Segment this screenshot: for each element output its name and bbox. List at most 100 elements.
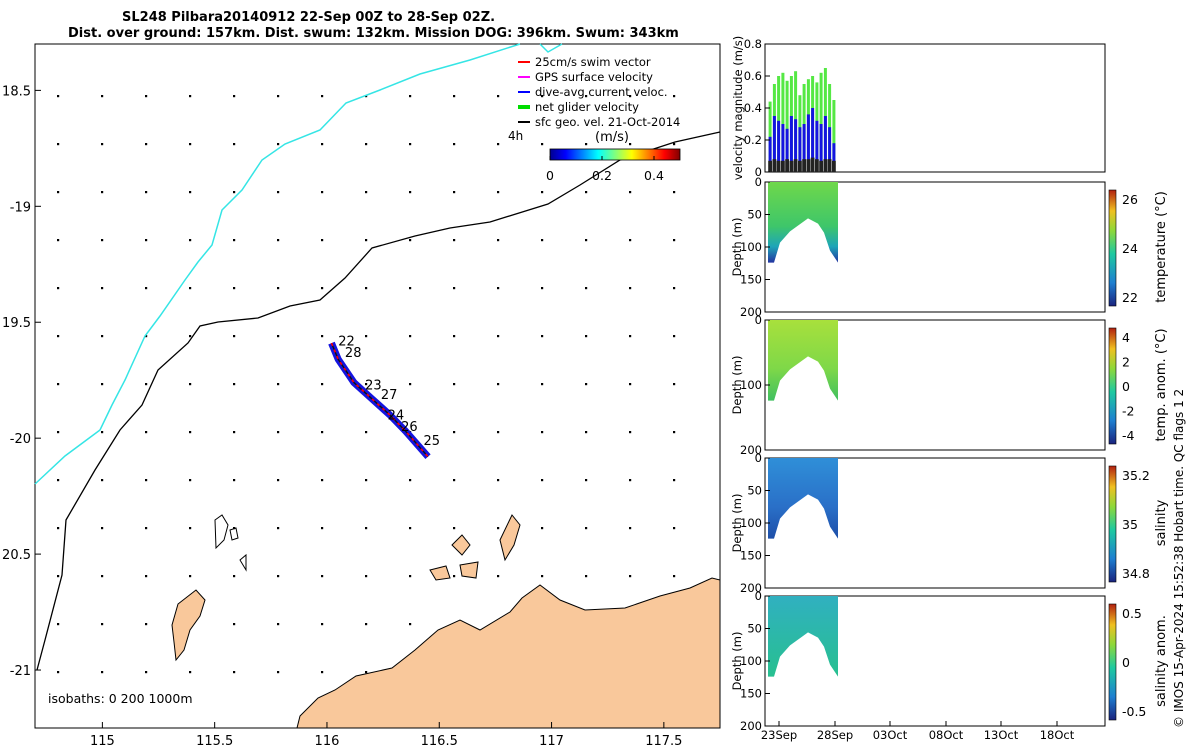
velocity-bar (768, 136, 772, 172)
geo-velocity-arrow (585, 527, 588, 530)
profile-panel-temp-anomaly: 0 100 200 Depth (m) 4 2 0 -2 -4 temp. anom. (°C) (730, 313, 1169, 457)
geo-velocity-arrow (453, 143, 456, 146)
geo-velocity-arrow (409, 575, 412, 578)
title-line-1: SL248 Pilbara20140912 22-Sep 00Z to 28-S… (122, 10, 496, 25)
geo-velocity-arrow (145, 143, 148, 146)
geo-velocity-arrow (409, 95, 412, 98)
profile-y-tick-label: 0 (755, 589, 762, 603)
geo-velocity-arrow (57, 143, 60, 146)
geo-velocity-arrow (541, 191, 544, 194)
geo-velocity-arrow (145, 479, 148, 482)
velocity-bar (819, 72, 823, 172)
geo-velocity-arrow (189, 383, 192, 386)
geo-velocity-arrow (277, 431, 280, 434)
geo-velocity-arrow (673, 239, 676, 242)
geo-velocity-arrow (453, 287, 456, 290)
geo-velocity-arrow (233, 95, 236, 98)
profile-ylabel: Depth (m) (730, 494, 744, 553)
velocity-y-ticks: 0 0.2 0.4 0.6 0.8 (744, 37, 770, 179)
geo-velocity-arrow (585, 239, 588, 242)
velocity-bar (802, 124, 806, 172)
geo-velocity-arrow (673, 287, 676, 290)
geo-velocity-arrow (57, 527, 60, 530)
profile-y-tick-label: 200 (740, 443, 762, 457)
geo-velocity-arrow (541, 143, 544, 146)
geo-velocity-arrow (585, 479, 588, 482)
geo-velocity-arrow (365, 239, 368, 242)
geo-velocity-arrow (233, 335, 236, 338)
geo-velocity-arrow (453, 431, 456, 434)
geo-velocity-arrow (629, 239, 632, 242)
profile-colorbar-tick-label: 0 (1122, 655, 1130, 670)
map-y-tick-label: -21 (10, 664, 31, 679)
geo-velocity-arrow (673, 95, 676, 98)
profile-colorbar-tick-label: 34.8 (1122, 566, 1150, 581)
geo-velocity-arrow (145, 287, 148, 290)
profile-colorbar-label: temperature (°C) (1154, 191, 1169, 303)
geo-velocity-arrow (497, 575, 500, 578)
velocity-bar (823, 159, 828, 172)
geo-velocity-arrow (673, 335, 676, 338)
geo-velocity-arrow (673, 431, 676, 434)
geo-velocity-arrow (365, 287, 368, 290)
legend-item: 25cm/s swim vector (518, 55, 651, 69)
profile-colorbar-tick-label: 4 (1122, 330, 1130, 345)
geo-velocity-arrow (321, 671, 324, 674)
geo-velocity-arrow (101, 239, 104, 242)
geo-velocity-arrow (101, 671, 104, 674)
velocity-bar (794, 119, 798, 172)
velocity-bar (828, 127, 832, 172)
geo-velocity-arrow (277, 623, 280, 626)
geo-velocity-arrow (541, 383, 544, 386)
profile-colorbar-tick-label: 35 (1122, 517, 1138, 532)
geo-velocity-arrow (453, 575, 456, 578)
geo-velocity-arrow (57, 287, 60, 290)
isobath-1000m (34, 43, 563, 485)
islands-north-cluster (214, 514, 247, 572)
geo-velocity-arrow (585, 287, 588, 290)
profile-y-tick-label: 100 (740, 378, 762, 392)
profile-y-tick-label: 100 (740, 654, 762, 668)
geo-velocity-arrow (453, 383, 456, 386)
geo-velocity-arrow (409, 143, 412, 146)
geo-velocity-arrow (321, 383, 324, 386)
geo-velocity-arrow (365, 431, 368, 434)
geo-velocity-arrow (101, 191, 104, 194)
geo-velocity-arrow (233, 431, 236, 434)
velocity-bar (777, 120, 781, 172)
geo-velocity-arrow (365, 479, 368, 482)
geo-velocity-arrow (189, 191, 192, 194)
geo-velocity-arrow (101, 575, 104, 578)
geo-velocity-arrow (277, 287, 280, 290)
legend-label: 25cm/s swim vector (535, 55, 651, 69)
geo-velocity-arrow (57, 239, 60, 242)
geo-velocity-arrow (233, 527, 236, 530)
velocity-bar (810, 157, 815, 172)
peninsula-east (499, 514, 521, 562)
geo-velocity-arrow (673, 143, 676, 146)
map-x-tick-label: 116 (315, 734, 340, 749)
geo-velocity-arrow (189, 479, 192, 482)
geo-velocity-arrow (189, 95, 192, 98)
geo-velocity-arrow (673, 191, 676, 194)
geo-velocity-arrow (321, 479, 324, 482)
colorbar-tick-label: 0.2 (592, 168, 612, 183)
geo-velocity-arrow (453, 95, 456, 98)
geo-velocity-arrow (233, 239, 236, 242)
velocity-bar (806, 114, 810, 172)
geo-velocity-arrow (321, 143, 324, 146)
geo-velocity-arrow (629, 575, 632, 578)
geo-velocity-arrow (497, 287, 500, 290)
geo-velocity-arrow (145, 335, 148, 338)
velocity-bar (789, 116, 793, 172)
profile-colorbar-tick-label: -4 (1122, 428, 1135, 443)
velocity-bar (781, 160, 785, 172)
profile-colorbar-label: salinity anom. (1154, 615, 1169, 707)
velocity-panel: 0 0.2 0.4 0.6 0.8 velocity magnitude (m/s) (731, 36, 1106, 180)
map-x-tick-label: 117.5 (645, 734, 682, 749)
land-mainland (296, 577, 721, 729)
date-tick-label: 28Sep (817, 728, 853, 742)
map-x-tick-label: 117 (539, 734, 564, 749)
speed-colorbar (549, 148, 681, 161)
profile-y-tick-label: 50 (747, 208, 762, 222)
